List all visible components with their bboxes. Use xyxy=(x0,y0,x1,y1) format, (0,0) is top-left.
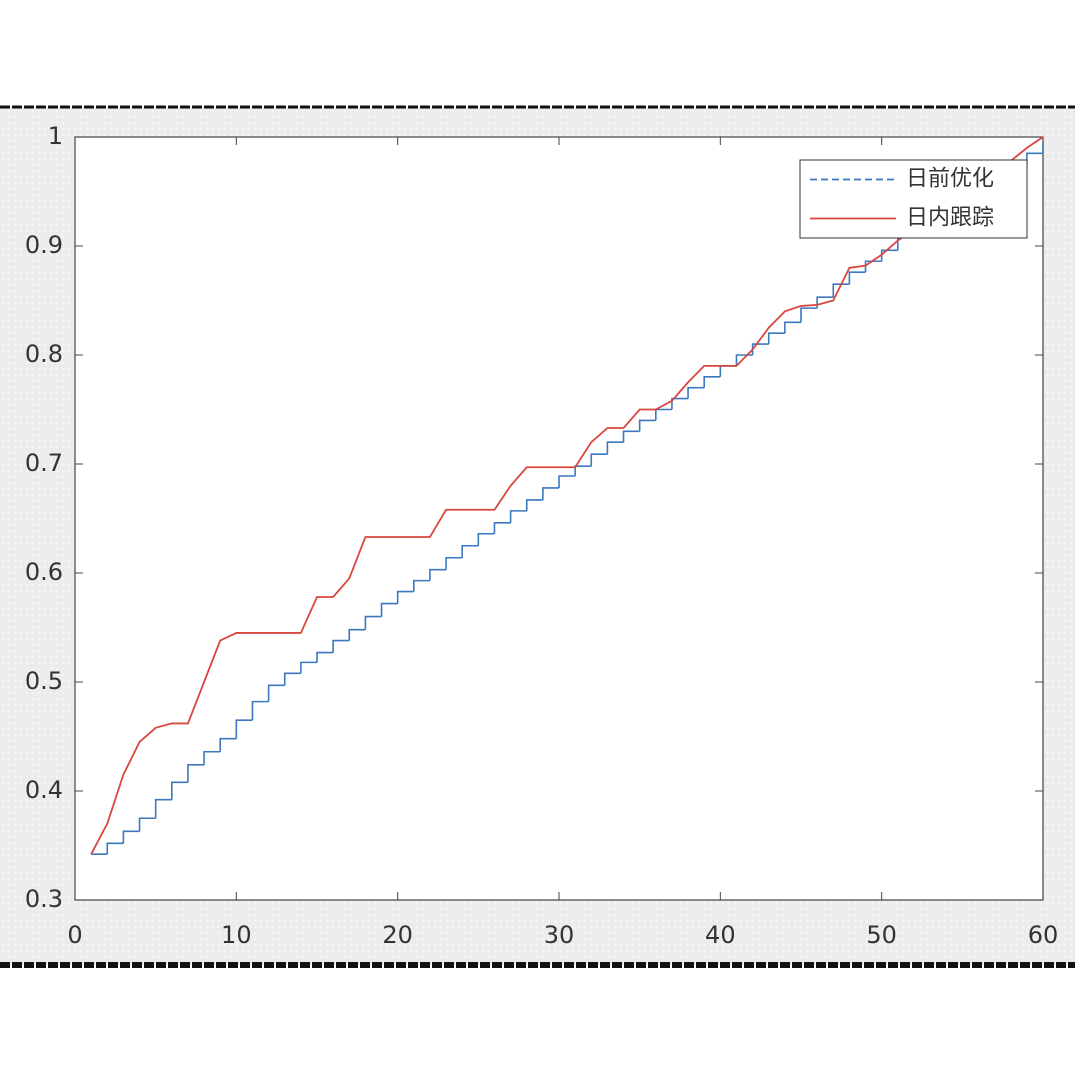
step-segment xyxy=(509,510,527,523)
y-tick-label: 0.8 xyxy=(25,340,63,368)
x-tick-label: 10 xyxy=(221,921,252,949)
step-segment xyxy=(348,628,366,641)
step-segment xyxy=(364,615,382,630)
x-tick-label: 30 xyxy=(544,921,575,949)
y-tick-label: 0.7 xyxy=(25,449,63,477)
step-segment xyxy=(477,532,495,546)
legend-box xyxy=(799,159,1028,239)
step-segment xyxy=(767,332,785,345)
step-segment xyxy=(396,590,414,604)
step-segment xyxy=(413,579,430,592)
line xyxy=(90,136,1044,855)
step-segment xyxy=(283,672,301,686)
step-segment xyxy=(671,397,689,410)
step-segment xyxy=(606,441,624,455)
x-tick-label: 40 xyxy=(705,921,736,949)
y-tick-label: 0.6 xyxy=(25,558,63,586)
step-segment xyxy=(590,453,608,467)
y-tick-label: 0.5 xyxy=(25,667,63,695)
step-segment xyxy=(800,307,818,323)
step-segment xyxy=(138,817,156,832)
step-segment xyxy=(864,260,882,273)
step-segment xyxy=(171,781,188,800)
step-segment xyxy=(300,661,317,674)
step-segment xyxy=(445,556,463,570)
step-segment xyxy=(622,430,640,443)
x-tick-label: 0 xyxy=(67,921,82,949)
step-segment xyxy=(154,798,172,819)
step-segment xyxy=(461,544,479,558)
step-segment xyxy=(751,343,769,355)
step-segment xyxy=(525,499,543,511)
step-segment xyxy=(832,283,850,298)
step-segment xyxy=(784,321,801,334)
step-segment xyxy=(316,651,334,663)
y-tick-label: 0.3 xyxy=(25,885,63,913)
step-segment xyxy=(106,842,124,855)
step-segment xyxy=(493,522,511,534)
step-segment xyxy=(880,249,898,262)
step-segment xyxy=(558,475,576,488)
step-segment xyxy=(380,602,398,617)
step-segment xyxy=(332,639,350,653)
step-segment xyxy=(267,684,285,702)
plot-area xyxy=(74,136,1044,901)
step-segment xyxy=(687,386,705,399)
step-segment xyxy=(703,376,721,388)
x-tick-label: 50 xyxy=(866,921,897,949)
step-segment xyxy=(251,700,269,721)
step-segment xyxy=(638,419,656,432)
step-segment xyxy=(848,271,866,285)
y-tick-label: 0.4 xyxy=(25,776,63,804)
legend-label: 日内跟踪 xyxy=(906,206,994,231)
step-segment xyxy=(187,764,205,783)
step-segment xyxy=(429,568,447,581)
x-tick-label: 20 xyxy=(382,921,413,949)
y-tick-label: 1 xyxy=(48,122,63,150)
step-segment xyxy=(235,719,253,739)
step-segment xyxy=(542,487,559,500)
x-tick-label: 60 xyxy=(1028,921,1059,949)
step-segment xyxy=(203,750,221,765)
legend-label: 日前优化 xyxy=(906,167,994,192)
step-segment xyxy=(219,737,237,752)
y-tick-label: 0.9 xyxy=(25,231,63,259)
step-segment xyxy=(122,830,140,844)
